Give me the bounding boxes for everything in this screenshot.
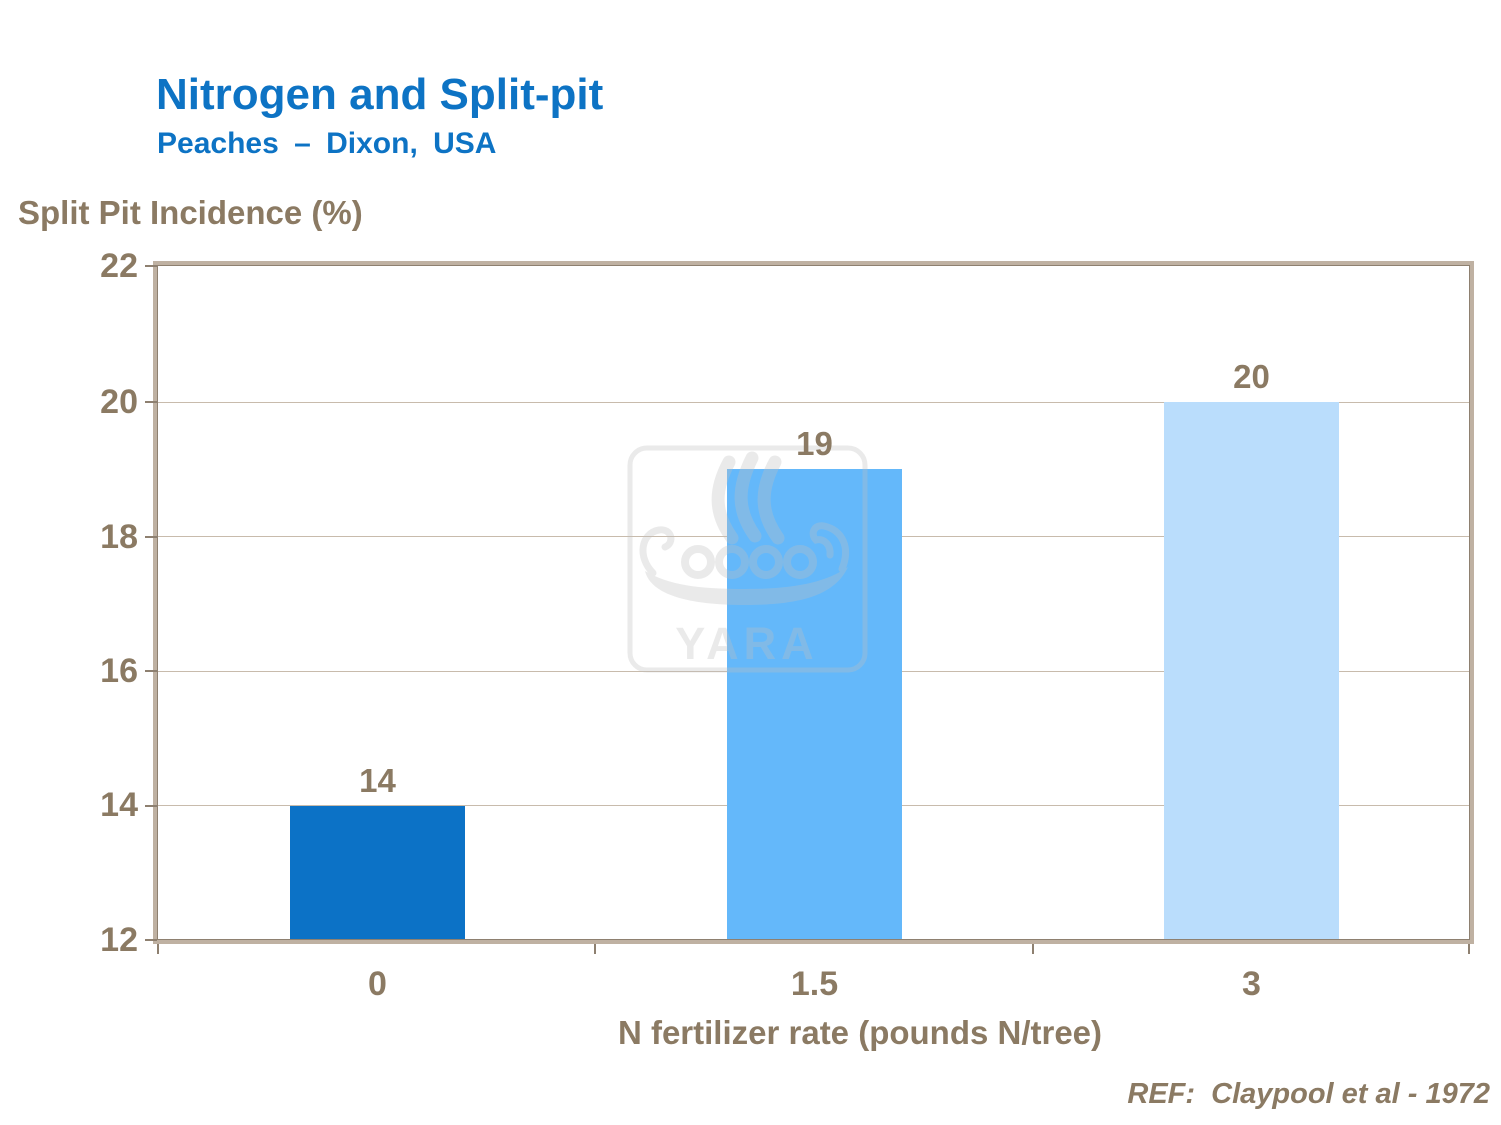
y-tickmark-18	[145, 536, 157, 538]
yara-watermark-logo: YARA	[627, 445, 868, 673]
reference-citation: REF: Claypool et al - 1972	[1127, 1078, 1490, 1110]
viking-ship-icon: YARA	[627, 445, 868, 673]
x-tickmark-mid2	[1032, 944, 1034, 954]
y-tick-label-12: 12	[100, 921, 138, 959]
bar-n3	[1164, 402, 1339, 940]
x-tickmark-right	[1468, 944, 1470, 954]
x-tick-label-3: 3	[1242, 965, 1261, 1003]
y-tickmark-20	[145, 401, 157, 403]
bar-value-label-20: 20	[1233, 358, 1270, 395]
gridline-20	[158, 402, 1470, 403]
watermark-text: YARA	[675, 618, 818, 669]
bar-n0	[290, 806, 465, 940]
bar-n1-5	[727, 469, 902, 940]
y-tickmark-16	[145, 670, 157, 672]
x-tick-label-1-5: 1.5	[790, 965, 839, 1003]
y-tickmark-14	[145, 805, 157, 807]
y-tick-label-16: 16	[100, 652, 138, 690]
plot-area-frame	[153, 261, 1474, 944]
y-tickmark-12	[145, 939, 157, 941]
y-tickmark-22	[145, 265, 157, 267]
y-axis-title: Split Pit Incidence (%)	[18, 194, 363, 231]
bar-value-label-19: 19	[796, 425, 833, 462]
x-axis-title: N fertilizer rate (pounds N/tree)	[617, 1014, 1103, 1051]
y-tick-label-18: 18	[100, 518, 138, 556]
x-tick-label-0: 0	[368, 965, 387, 1003]
y-tick-label-22: 22	[100, 247, 138, 285]
y-tick-label-14: 14	[100, 786, 138, 824]
bar-value-label-14: 14	[359, 762, 396, 799]
x-tickmark-left	[157, 944, 159, 954]
x-tickmark-mid1	[594, 944, 596, 954]
page-title: Nitrogen and Split-pit	[156, 70, 604, 119]
page-subtitle: Peaches – Dixon, USA	[157, 127, 497, 160]
y-tick-label-20: 20	[100, 383, 138, 421]
